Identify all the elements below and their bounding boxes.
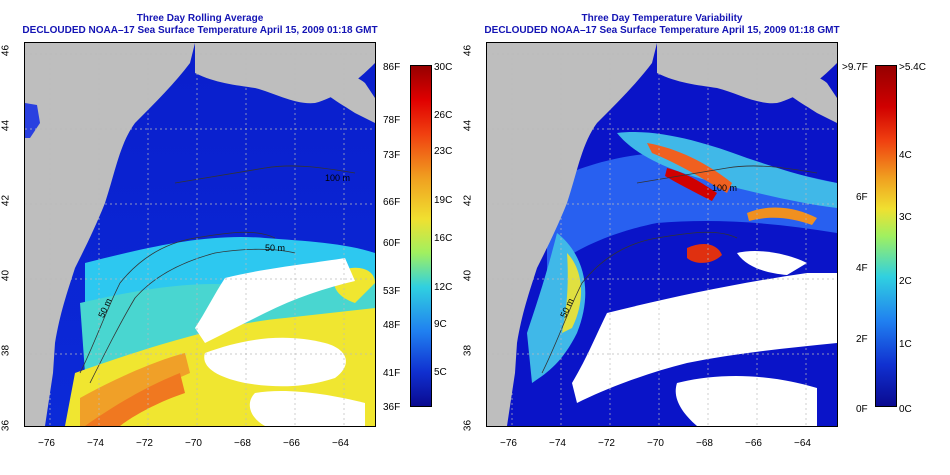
left-cb-c-23: 23C	[434, 146, 453, 157]
left-xtick-64: −64	[332, 438, 349, 449]
left-xtick-74: −74	[87, 438, 104, 449]
left-cb-f-53: 53F	[383, 286, 401, 297]
left-title-line2: DECLOUDED NOAA–17 Sea Surface Temperatur…	[22, 25, 378, 36]
right-cb-f-97: >9.7F	[842, 62, 868, 73]
left-contour-label-2: 100 m	[325, 173, 351, 183]
right-xtick-70: −70	[647, 438, 664, 449]
right-xtick-74: −74	[549, 438, 566, 449]
left-cb-c-12: 12C	[434, 282, 453, 293]
right-cb-f-0: 0F	[856, 404, 868, 415]
left-cb-f-73: 73F	[383, 150, 401, 161]
right-xtick-76: −76	[500, 438, 517, 449]
right-variability-map: 50 m 100 m	[486, 42, 838, 427]
right-title-line1: Three Day Temperature Variability	[581, 13, 743, 24]
right-xtick-68: −68	[696, 438, 713, 449]
right-contour-label-2: 100 m	[712, 183, 738, 193]
right-cb-c-2: 2C	[899, 276, 912, 287]
left-cb-c-5: 5C	[434, 367, 447, 378]
left-ytick-46: 46	[0, 44, 12, 57]
left-ytick-42: 42	[0, 194, 12, 207]
right-ytick-38: 38	[462, 344, 474, 357]
right-ytick-42: 42	[462, 194, 474, 207]
right-xtick-72: −72	[598, 438, 615, 449]
right-cb-c-3: 3C	[899, 212, 912, 223]
left-ytick-38: 38	[0, 344, 12, 357]
left-cb-f-36: 36F	[383, 402, 401, 413]
left-cb-f-48: 48F	[383, 320, 401, 331]
right-colorbar	[875, 65, 897, 407]
right-cb-f-6: 6F	[856, 192, 868, 203]
left-cb-f-78: 78F	[383, 115, 401, 126]
right-cb-c-54: >5.4C	[899, 62, 926, 73]
right-cb-f-2: 2F	[856, 334, 868, 345]
left-cb-c-19: 19C	[434, 195, 453, 206]
right-xtick-66: −66	[745, 438, 762, 449]
left-cb-f-41: 41F	[383, 368, 401, 379]
right-xtick-64: −64	[794, 438, 811, 449]
left-xtick-68: −68	[234, 438, 251, 449]
right-ytick-44: 44	[462, 119, 474, 132]
left-cb-c-16: 16C	[434, 233, 453, 244]
left-contour-label-3: 50 m	[265, 243, 286, 253]
left-cb-c-9: 9C	[434, 319, 447, 330]
left-sst-map: 50 m 100 m 50 m	[24, 42, 376, 427]
right-cb-c-0: 0C	[899, 404, 912, 415]
right-ytick-36: 36	[462, 419, 474, 432]
left-ytick-36: 36	[0, 419, 12, 432]
left-cb-c-30: 30C	[434, 62, 453, 73]
right-cb-c-1: 1C	[899, 339, 912, 350]
left-cb-f-60: 60F	[383, 238, 401, 249]
left-cb-f-66: 66F	[383, 197, 401, 208]
left-ytick-44: 44	[0, 119, 12, 132]
left-xtick-76: −76	[38, 438, 55, 449]
left-xtick-70: −70	[185, 438, 202, 449]
left-cb-c-26: 26C	[434, 110, 453, 121]
right-cb-c-4: 4C	[899, 150, 912, 161]
right-ytick-46: 46	[462, 44, 474, 57]
left-cb-f-86: 86F	[383, 62, 401, 73]
left-colorbar	[410, 65, 432, 407]
left-title-line1: Three Day Rolling Average	[136, 13, 264, 24]
left-ytick-40: 40	[0, 269, 12, 282]
right-title-line2: DECLOUDED NOAA–17 Sea Surface Temperatur…	[484, 25, 840, 36]
left-xtick-72: −72	[136, 438, 153, 449]
right-ytick-40: 40	[462, 269, 474, 282]
right-cb-f-4: 4F	[856, 263, 868, 274]
left-xtick-66: −66	[283, 438, 300, 449]
